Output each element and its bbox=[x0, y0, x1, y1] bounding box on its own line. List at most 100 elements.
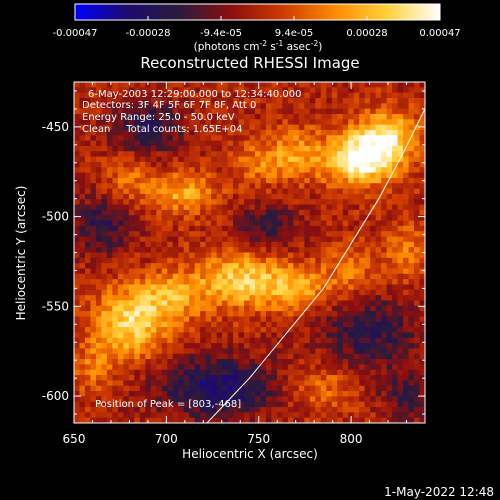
heatmap-cell bbox=[200, 273, 207, 280]
heatmap-cell bbox=[304, 257, 311, 264]
heatmap-cell bbox=[145, 332, 152, 339]
heatmap-cell bbox=[106, 113, 113, 120]
heatmap-cell bbox=[282, 172, 289, 179]
heatmap-cell bbox=[298, 156, 305, 163]
heatmap-cell bbox=[403, 401, 409, 408]
heatmap-cell bbox=[392, 161, 398, 168]
heatmap-cell bbox=[359, 289, 366, 296]
heatmap-cell bbox=[167, 220, 174, 227]
heatmap-cell bbox=[145, 188, 152, 195]
heatmap-cell bbox=[194, 236, 201, 243]
heatmap-cell bbox=[276, 82, 283, 88]
heatmap-cell bbox=[414, 236, 420, 243]
heatmap-cell bbox=[145, 327, 152, 333]
heatmap-cell bbox=[298, 305, 305, 312]
heatmap-cell bbox=[183, 236, 190, 243]
heatmap-cell bbox=[265, 284, 272, 291]
heatmap-cell bbox=[117, 375, 124, 381]
heatmap-cell bbox=[265, 167, 272, 173]
heatmap-cell bbox=[139, 401, 146, 408]
heatmap-cell bbox=[161, 385, 168, 392]
heatmap-cell bbox=[200, 97, 207, 104]
heatmap-cell bbox=[112, 273, 119, 280]
heatmap-cell bbox=[287, 327, 294, 333]
heatmap-cell bbox=[123, 140, 130, 147]
heatmap-cell bbox=[205, 407, 212, 413]
heatmap-cell bbox=[238, 316, 245, 323]
heatmap-cell bbox=[84, 284, 91, 291]
heatmap-cell bbox=[134, 289, 141, 296]
heatmap-cell bbox=[260, 156, 267, 163]
heatmap-cell bbox=[106, 231, 113, 237]
heatmap-cell bbox=[353, 108, 360, 115]
heatmap-cell bbox=[298, 268, 305, 275]
heatmap-cell bbox=[287, 343, 294, 349]
heatmap-cell bbox=[205, 145, 212, 152]
heatmap-cell bbox=[337, 305, 344, 312]
heatmap-cell bbox=[156, 337, 163, 344]
heatmap-cell bbox=[167, 353, 174, 360]
heatmap-cell bbox=[90, 401, 97, 408]
heatmap-cell bbox=[260, 391, 267, 397]
heatmap-cell bbox=[233, 284, 239, 291]
heatmap-cell bbox=[392, 279, 398, 285]
heatmap-cell bbox=[238, 231, 245, 237]
heatmap-cell bbox=[139, 316, 146, 323]
heatmap-cell bbox=[414, 385, 420, 392]
heatmap-cell bbox=[370, 92, 377, 99]
heatmap-cell bbox=[84, 225, 91, 232]
heatmap-cell bbox=[359, 215, 366, 221]
heatmap-cell bbox=[79, 124, 86, 131]
heatmap-cell bbox=[106, 257, 113, 264]
heatmap-cell bbox=[370, 257, 377, 264]
heatmap-cell bbox=[348, 92, 355, 99]
heatmap-cell bbox=[216, 236, 223, 243]
heatmap-cell bbox=[194, 215, 201, 221]
heatmap-cell bbox=[359, 327, 366, 333]
heatmap-cell bbox=[254, 391, 261, 397]
heatmap-cell bbox=[84, 87, 91, 94]
heatmap-cell bbox=[90, 396, 97, 403]
heatmap-cell bbox=[74, 279, 80, 285]
heatmap-cell bbox=[101, 284, 108, 291]
heatmap-cell bbox=[178, 385, 185, 392]
heatmap-cell bbox=[227, 119, 234, 126]
heatmap-cell bbox=[238, 252, 245, 259]
heatmap-cell bbox=[95, 252, 102, 259]
heatmap-cell bbox=[359, 401, 366, 408]
heatmap-cell bbox=[271, 82, 278, 88]
heatmap-cell bbox=[364, 204, 371, 211]
heatmap-cell bbox=[408, 337, 415, 344]
heatmap-cell bbox=[375, 247, 382, 253]
heatmap-cell bbox=[106, 305, 113, 312]
heatmap-cell bbox=[123, 348, 130, 355]
heatmap-cell bbox=[408, 103, 415, 110]
heatmap-cell bbox=[320, 199, 327, 205]
heatmap-cell bbox=[342, 103, 349, 110]
heatmap-cell bbox=[183, 273, 190, 280]
heatmap-cell bbox=[244, 311, 250, 317]
heatmap-cell bbox=[233, 417, 239, 423]
heatmap-cell bbox=[304, 87, 311, 94]
heatmap-cell bbox=[342, 215, 349, 221]
heatmap-cell bbox=[194, 263, 201, 269]
heatmap-cell bbox=[150, 305, 157, 312]
heatmap-cell bbox=[331, 241, 338, 248]
heatmap-cell bbox=[370, 327, 377, 333]
heatmap-cell bbox=[117, 305, 124, 312]
heatmap-cell bbox=[419, 311, 425, 317]
heatmap-cell bbox=[304, 113, 311, 120]
heatmap-cell bbox=[233, 327, 239, 333]
heatmap-cell bbox=[106, 247, 113, 253]
heatmap-cell bbox=[414, 135, 420, 142]
heatmap-cell bbox=[172, 401, 179, 408]
heatmap-cell bbox=[359, 183, 366, 189]
heatmap-cell bbox=[403, 188, 409, 195]
heatmap-cell bbox=[408, 145, 415, 152]
heatmap-cell bbox=[194, 135, 201, 142]
heatmap-cell bbox=[403, 263, 409, 269]
heatmap-cell bbox=[298, 188, 305, 195]
heatmap-cell bbox=[167, 364, 174, 371]
heatmap-cell bbox=[331, 268, 338, 275]
heatmap-cell bbox=[178, 135, 185, 142]
